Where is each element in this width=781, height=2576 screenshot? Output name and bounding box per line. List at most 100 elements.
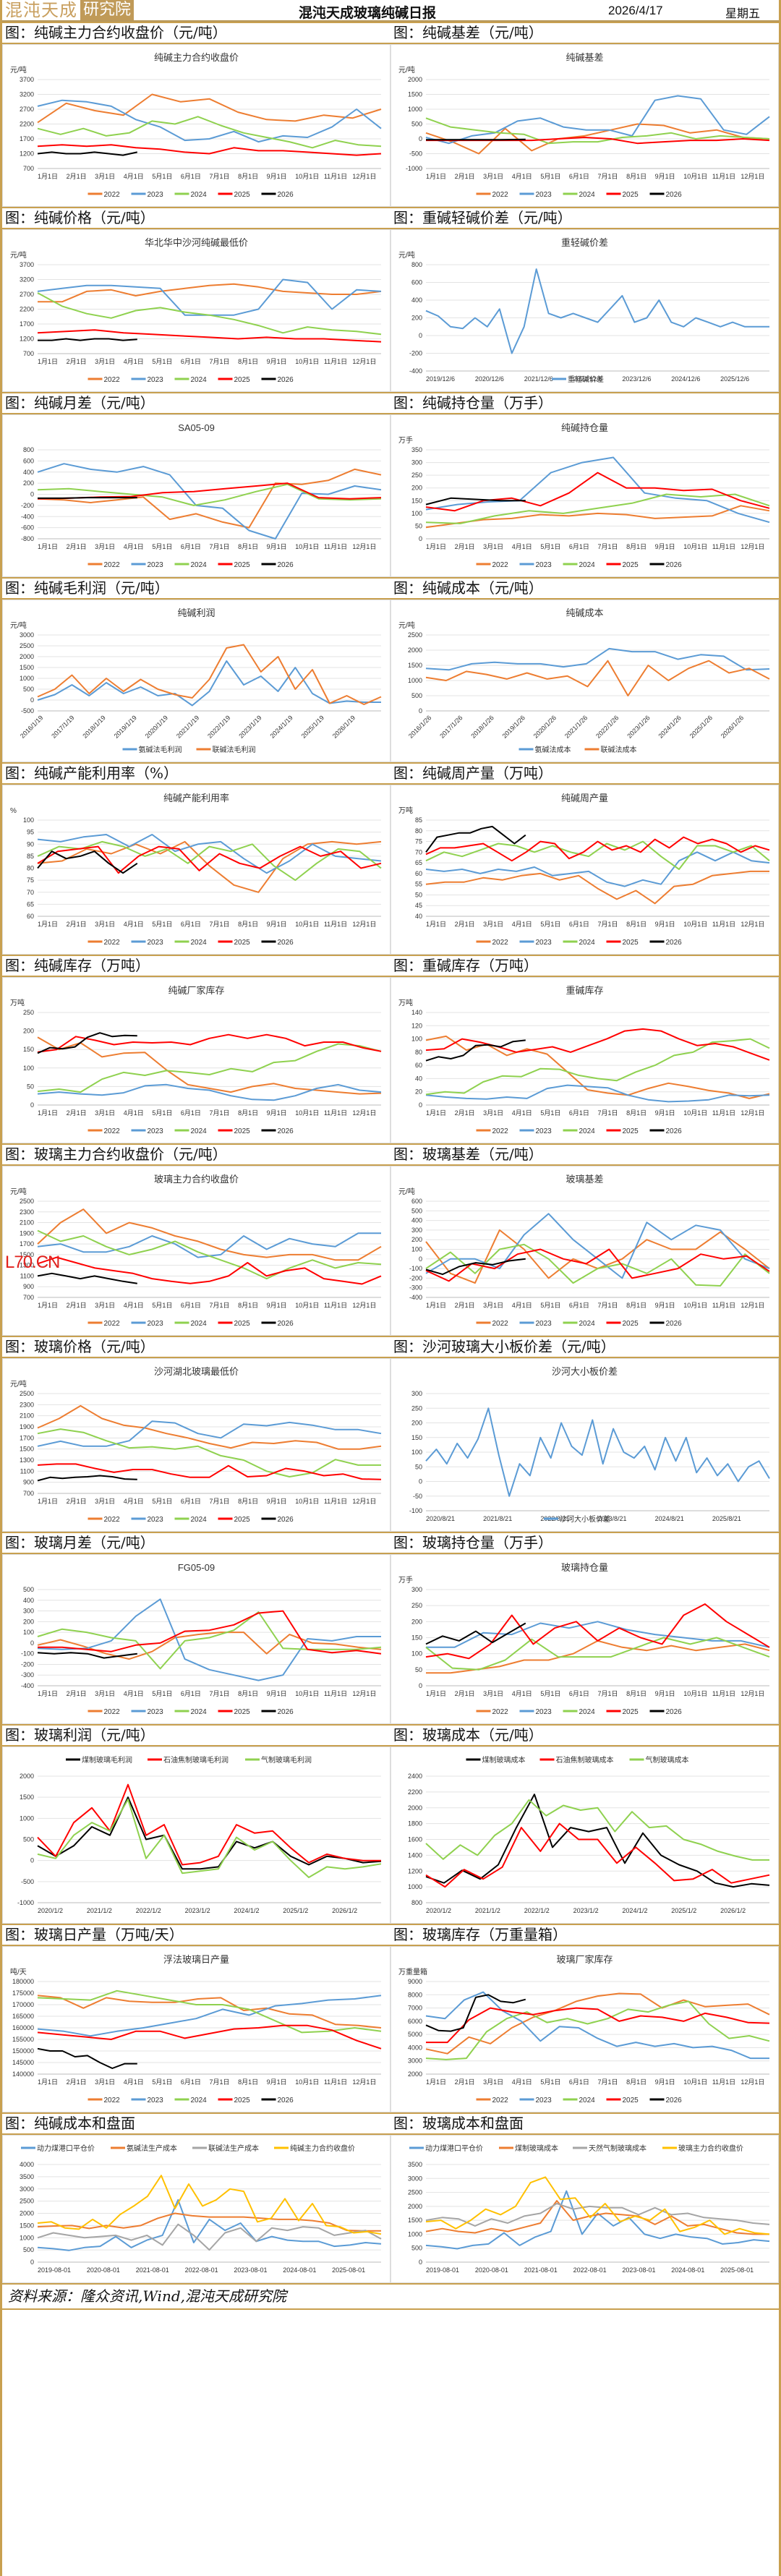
x-tick-label: 12月1日 xyxy=(741,921,764,928)
chart-panel: FG05-09 -400 -300 -200 -100 0 100 200 300 400 500 1… xyxy=(2,1554,390,1724)
x-tick-label: 2022/1/26 xyxy=(594,714,620,739)
y-axis-unit: 万手 xyxy=(398,435,413,445)
legend-item: 2025 xyxy=(218,939,250,947)
x-tick-label: 2月1日 xyxy=(455,2078,475,2086)
x-tick-label: 7月1日 xyxy=(598,1302,618,1309)
x-tick-label: 2023/1/19 xyxy=(237,714,263,739)
y-tick-label: 700 xyxy=(23,350,34,357)
chart-panel: 纯碱厂家库存 万吨 0 50 100 150 200 250 1月1日 2月1日 3月1日 4月1日 5… xyxy=(2,977,390,1143)
y-tick-label: 1100 xyxy=(20,1272,34,1279)
y-tick-label: 0 xyxy=(419,1478,422,1485)
x-tick-label: 6月1日 xyxy=(569,543,589,550)
legend-item: 2025 xyxy=(218,376,251,384)
legend-item: 联碱法成本 xyxy=(584,745,637,754)
series-line-2023 xyxy=(426,1621,770,1648)
y-tick-label: 160000 xyxy=(12,2024,34,2031)
y-tick-label: 2000 xyxy=(408,647,422,654)
legend-label: 沙河大小板价差 xyxy=(560,1514,610,1524)
series-line-2025 xyxy=(425,1028,770,1061)
x-tick-label: 6月1日 xyxy=(569,173,589,180)
chart-row: FG05-09 -400 -300 -200 -100 0 100 200 300 400 500 1… xyxy=(2,1554,779,1724)
y-tick-label: 2500 xyxy=(20,2198,34,2205)
x-tick-label: 2025/1/26 xyxy=(688,714,714,739)
x-tick-label: 2024/1/2 xyxy=(234,1907,259,1914)
series-line-2025 xyxy=(37,845,382,874)
x-tick-label: 4月1日 xyxy=(124,1690,144,1697)
y-tick-label: 700 xyxy=(23,165,34,172)
x-tick-label: 2023-08-01 xyxy=(622,2266,655,2274)
series-line-石油焦制玻璃毛利润 xyxy=(37,1783,381,1866)
legend-label: 2023 xyxy=(148,561,164,569)
legend-label: 玻璃主力合约收盘价 xyxy=(678,2144,743,2153)
chart-title: 纯碱利润 xyxy=(177,607,215,618)
series-line-2022 xyxy=(425,505,770,529)
x-tick-label: 4月1日 xyxy=(124,1498,144,1505)
report-date: 2026/4/17 xyxy=(608,4,663,17)
legend-label: 2022 xyxy=(492,1708,509,1716)
x-tick-label: 3月1日 xyxy=(95,921,115,928)
y-tick-label: 2500 xyxy=(408,2189,422,2196)
x-tick-label: 11月1日 xyxy=(712,1690,735,1697)
x-tick-label: 7月1日 xyxy=(598,543,618,550)
section-title-left: 图：纯碱主力合约收盘价（元/吨） xyxy=(5,24,227,41)
y-tick-label: 3000 xyxy=(20,631,34,639)
y-tick-label: 9000 xyxy=(408,1978,422,1985)
y-tick-label: 1200 xyxy=(20,336,34,343)
x-tick-label: 3月1日 xyxy=(95,173,115,180)
section-title-row: 图：纯碱成本和盘面 图：玻璃成本和盘面 xyxy=(2,2112,779,2135)
x-tick-label: 8月1日 xyxy=(238,543,258,550)
y-axis-unit: % xyxy=(10,807,17,815)
legend-label: 2024 xyxy=(191,376,208,384)
legend-item: 2026 xyxy=(261,191,294,199)
chart-title: 玻璃厂家库存 xyxy=(556,1954,613,1965)
legend-label: 2026 xyxy=(666,1127,683,1135)
x-tick-label: 10月1日 xyxy=(683,173,707,180)
section-title-left: 图：纯碱库存（万吨） xyxy=(5,957,150,974)
series-line-气制玻璃成本 xyxy=(425,1799,769,1861)
x-tick-label: 11月1日 xyxy=(712,921,735,928)
x-tick-label: 6月1日 xyxy=(181,1109,201,1117)
x-tick-label: 1月1日 xyxy=(426,173,446,180)
legend-label: 联碱法生产成本 xyxy=(208,2144,259,2153)
legend-label: 2026 xyxy=(278,191,294,199)
legend-item: 2026 xyxy=(649,191,682,199)
y-tick-label: 1500 xyxy=(408,91,422,98)
series-line-沙河大小板价差 xyxy=(425,1407,770,1497)
legend-item: 2025 xyxy=(218,1708,250,1716)
x-tick-label: 2017/1/19 xyxy=(50,714,75,739)
report-weekday: 星期五 xyxy=(725,7,761,20)
y-tick-label: 2500 xyxy=(20,1198,34,1205)
legend-item: 2023 xyxy=(131,939,163,947)
legend-label: 2025 xyxy=(234,376,251,384)
legend-label: 2023 xyxy=(536,561,552,569)
legend-label: 2023 xyxy=(148,1516,164,1524)
section-title-left: 图：纯碱月差（元/吨） xyxy=(5,394,155,411)
x-tick-label: 3月1日 xyxy=(95,1498,115,1505)
legend-label: 石油焦制玻璃毛利润 xyxy=(163,1755,229,1765)
legend-item: 2023 xyxy=(519,1127,552,1135)
y-tick-label: 65 xyxy=(415,859,422,866)
legend-item: 2025 xyxy=(606,1708,639,1716)
data-source: 资料来源：隆众资讯,Wind,混沌天成研究院 xyxy=(2,2283,779,2310)
y-tick-label: 1700 xyxy=(20,320,34,328)
chart-title: 纯碱主力合约收盘价 xyxy=(154,52,239,63)
legend-item: 2022 xyxy=(88,1127,120,1135)
y-tick-label: 80 xyxy=(27,865,34,872)
y-tick-label: 200 xyxy=(411,1420,422,1427)
y-tick-label: 500 xyxy=(23,1836,34,1843)
legend-item: 2022 xyxy=(88,2097,120,2104)
y-tick-label: 300 xyxy=(411,1586,422,1593)
chart-title: 纯碱成本 xyxy=(566,607,603,618)
series-line-纯碱主力合约收盘价 xyxy=(37,2175,382,2235)
legend-item: 2023 xyxy=(131,1516,164,1524)
section-title-row: 图：玻璃月差（元/吨） 图：玻璃持仓量（万手） xyxy=(2,1532,779,1554)
series-line-氨碱法毛利润 xyxy=(37,660,381,707)
series-line-2022 xyxy=(37,840,382,893)
x-tick-label: 2024/1/19 xyxy=(268,714,294,739)
x-tick-label: 7月1日 xyxy=(210,1302,230,1309)
y-tick-label: 300 xyxy=(411,1390,422,1397)
legend-label: 2025 xyxy=(234,1516,251,1524)
y-tick-label: 0 xyxy=(419,1101,422,1109)
legend-label: 2024 xyxy=(191,1516,208,1524)
